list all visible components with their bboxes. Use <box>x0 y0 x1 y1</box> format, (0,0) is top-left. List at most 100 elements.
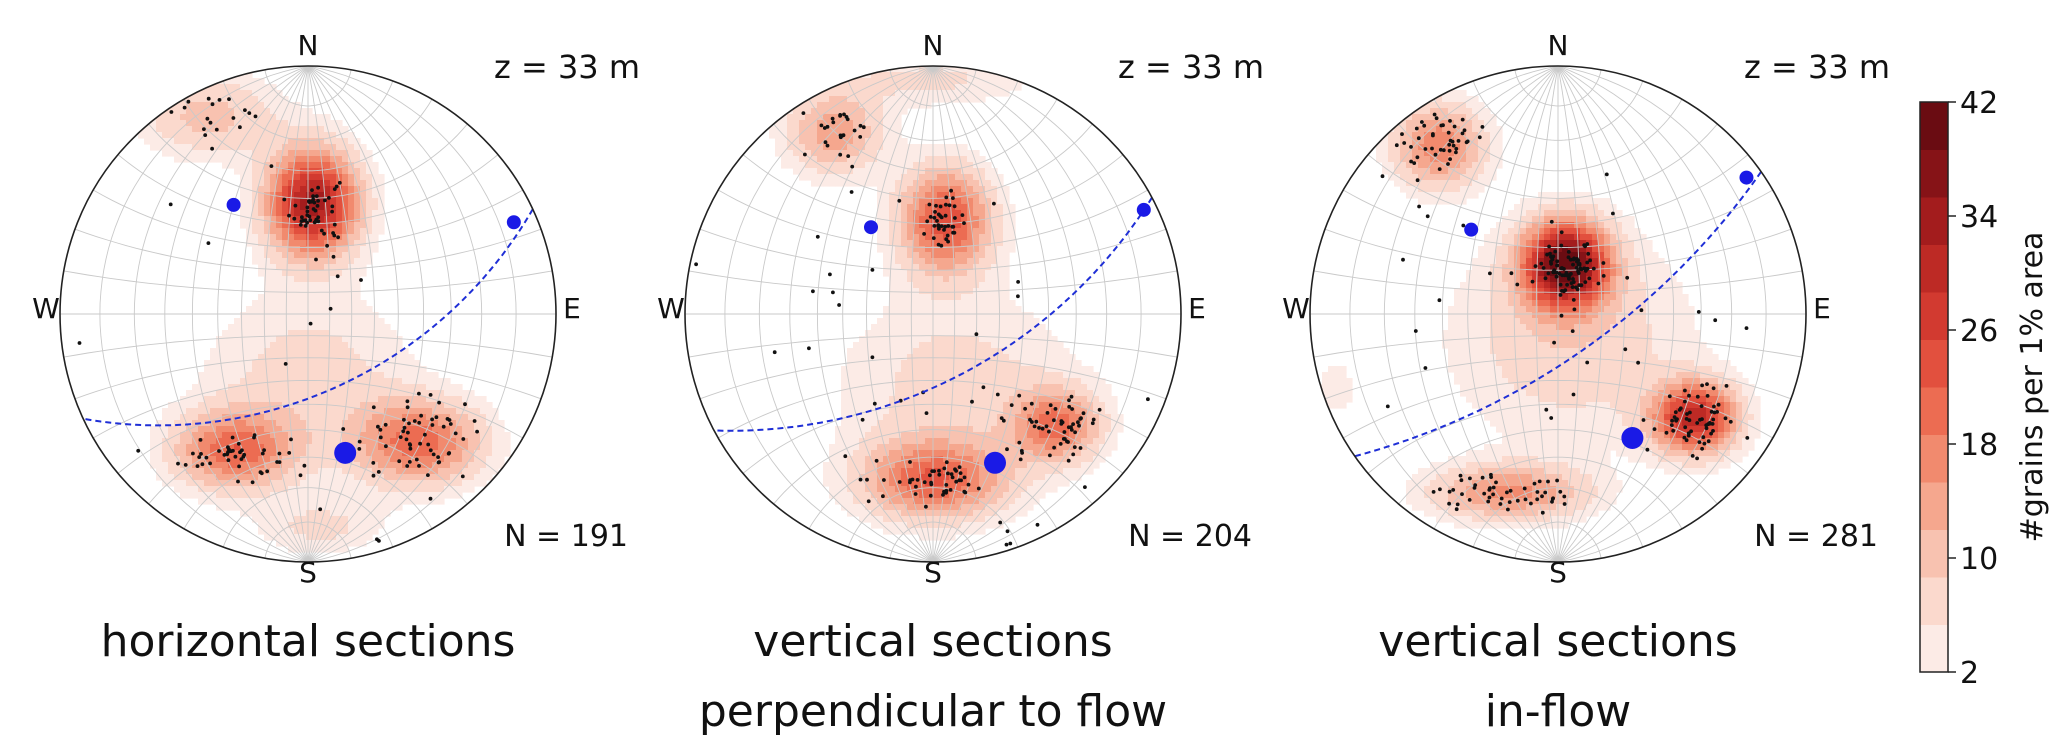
density-cell <box>943 342 950 349</box>
density-cell <box>246 426 253 433</box>
density-cell <box>865 156 872 163</box>
density-cell <box>805 120 812 127</box>
density-cell <box>865 138 872 145</box>
density-cell <box>889 84 896 91</box>
density-cell <box>186 474 193 481</box>
density-cell <box>1075 372 1082 379</box>
density-cell <box>859 384 866 391</box>
density-cell <box>835 462 842 469</box>
density-cell <box>396 390 403 397</box>
density-cell <box>889 390 896 397</box>
density-cell <box>360 330 367 337</box>
density-cell <box>1003 306 1010 313</box>
density-cell <box>1003 228 1010 235</box>
density-cell <box>1069 396 1076 403</box>
density-cell <box>330 450 337 457</box>
density-cell <box>318 330 325 337</box>
density-cell <box>817 114 824 121</box>
density-cell <box>925 288 932 295</box>
density-cell <box>378 216 385 223</box>
density-cell <box>312 120 319 127</box>
density-cell <box>366 480 373 487</box>
density-cell <box>955 144 962 151</box>
density-cell <box>372 354 379 361</box>
density-cell <box>913 360 920 367</box>
density-cell <box>985 282 992 289</box>
density-cell <box>949 192 956 199</box>
density-cell <box>1069 390 1076 397</box>
density-cell <box>955 276 962 283</box>
density-cell <box>877 360 884 367</box>
density-cell <box>1111 420 1118 427</box>
density-cell <box>985 384 992 391</box>
density-cell <box>318 378 325 385</box>
density-cell <box>360 228 367 235</box>
density-cell <box>1033 366 1040 373</box>
density-cell <box>330 246 337 253</box>
density-cell <box>252 354 259 361</box>
density-cell <box>901 156 908 163</box>
density-cell <box>168 114 175 121</box>
density-cell <box>450 456 457 463</box>
density-cell <box>907 330 914 337</box>
density-cell <box>342 150 349 157</box>
density-cell <box>264 366 271 373</box>
density-cell <box>294 426 301 433</box>
grain-point <box>405 464 410 468</box>
density-cell <box>396 408 403 415</box>
density-cell <box>913 444 920 451</box>
density-cell <box>835 432 842 439</box>
density-cell <box>913 300 920 307</box>
density-cell <box>919 378 926 385</box>
density-cell <box>919 426 926 433</box>
density-cell <box>925 78 932 85</box>
density-cell <box>865 126 872 133</box>
density-cell <box>931 204 938 211</box>
density-cell <box>835 174 842 181</box>
density-cell <box>318 354 325 361</box>
density-cell <box>240 372 247 379</box>
density-cell <box>492 444 499 451</box>
grain-point <box>298 473 303 478</box>
density-cell <box>240 510 247 517</box>
density-cell <box>276 222 283 229</box>
density-cell <box>306 432 313 439</box>
density-cell <box>480 450 487 457</box>
density-cell <box>1051 438 1058 445</box>
density-cell <box>931 264 938 271</box>
density-cell <box>456 456 463 463</box>
density-cell <box>324 162 331 169</box>
density-cell <box>841 102 848 109</box>
density-cell <box>330 138 337 145</box>
density-cell <box>1063 420 1070 427</box>
density-cell <box>949 78 956 85</box>
density-cell <box>919 252 926 259</box>
density-cell <box>841 180 848 187</box>
density-cell <box>258 102 265 109</box>
density-cell <box>270 276 277 283</box>
density-cell <box>222 384 229 391</box>
density-cell <box>859 450 866 457</box>
density-cell <box>997 306 1004 313</box>
density-cell <box>468 402 475 409</box>
density-cell <box>925 240 932 247</box>
density-cell <box>222 504 229 511</box>
density-cell <box>955 72 962 79</box>
density-cell <box>372 474 379 481</box>
density-cell <box>378 336 385 343</box>
density-cell <box>246 120 253 127</box>
density-cell <box>1051 408 1058 415</box>
density-cell <box>1021 402 1028 409</box>
density-cell <box>1027 378 1034 385</box>
density-cell <box>895 216 902 223</box>
density-cell <box>1039 336 1046 343</box>
density-cell <box>883 156 890 163</box>
density-cell <box>985 294 992 301</box>
density-cell <box>210 348 217 355</box>
density-cell <box>372 528 379 535</box>
density-cell <box>366 354 373 361</box>
density-cell <box>1021 312 1028 319</box>
density-cell <box>174 120 181 127</box>
density-cell <box>853 432 860 439</box>
density-cell <box>204 144 211 151</box>
